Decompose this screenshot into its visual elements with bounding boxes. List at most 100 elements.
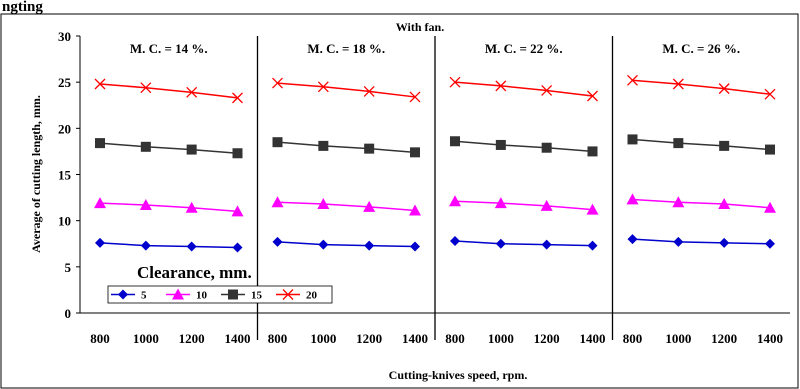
panel-1: M. C. = 14 %. 800 1000 1200 1400: [90, 41, 250, 346]
data-point-20: [764, 88, 776, 100]
y-tick-label: 25: [58, 75, 72, 90]
legend-marker-10: [172, 288, 184, 300]
data-point-15: [719, 140, 730, 151]
data-point-15: [587, 146, 598, 157]
legend-marker-20: [282, 289, 294, 300]
data-point-5: [186, 241, 197, 252]
data-point-10: [139, 198, 152, 210]
series-line-5: [277, 241, 416, 248]
y-tick-label: 10: [58, 214, 71, 229]
data-point-10: [672, 196, 685, 208]
series-line-5: [632, 238, 771, 245]
x-tick-label: 1200: [711, 331, 737, 346]
chart-frame: [0, 13, 799, 389]
data-point-10: [94, 197, 106, 209]
x-tick-label: 1400: [402, 331, 428, 346]
data-point-15: [410, 147, 420, 158]
data-point-15: [450, 136, 460, 147]
data-point-10: [540, 199, 553, 211]
series-line-10: [99, 202, 238, 213]
data-point-15: [364, 143, 375, 154]
data-point-10: [231, 205, 244, 217]
data-point-15: [627, 134, 638, 145]
data-point-15: [272, 137, 283, 148]
data-point-5: [673, 236, 684, 247]
legend-marker-15: [228, 289, 238, 300]
data-point-10: [363, 200, 376, 212]
x-tick-label: 800: [623, 331, 643, 346]
data-point-10: [317, 198, 330, 210]
data-point-20: [409, 91, 421, 103]
data-point-20: [495, 80, 507, 92]
data-point-15: [186, 144, 197, 155]
x-tick-label: 1000: [665, 331, 691, 346]
series-line-20: [277, 82, 416, 98]
legend: Clearance, mm. 5 10 15 20: [107, 263, 333, 304]
data-point-10: [409, 204, 421, 216]
data-point-5: [450, 235, 460, 246]
data-point-15: [673, 138, 684, 149]
x-tick-label: 1000: [488, 331, 514, 346]
x-tick-label: 800: [90, 331, 110, 346]
data-point-5: [719, 237, 730, 248]
panel-4: M. C. = 26 %. 800 1000 1200 1400: [623, 41, 783, 346]
data-point-5: [364, 240, 375, 251]
panel-label: M. C. = 26 %.: [662, 41, 740, 56]
y-tick-label: 20: [58, 121, 71, 136]
x-tick-label: 1000: [310, 331, 336, 346]
data-point-20: [272, 77, 283, 89]
panel-label: M. C. = 14 %.: [130, 41, 208, 56]
legend-marker-5: [118, 289, 128, 300]
series-line-20: [632, 79, 771, 95]
y-tick-label: 5: [65, 260, 72, 275]
data-point-15: [95, 138, 105, 149]
data-point-15: [318, 140, 329, 151]
data-point-10: [449, 195, 461, 207]
data-point-5: [140, 240, 151, 251]
data-point-20: [627, 74, 638, 86]
x-tick-label: 1200: [534, 331, 560, 346]
data-point-10: [764, 201, 776, 213]
data-point-5: [495, 238, 506, 249]
data-point-20: [94, 78, 106, 90]
data-point-10: [494, 197, 507, 209]
x-tick-label: 1200: [356, 331, 382, 346]
data-point-10: [271, 196, 284, 208]
legend-label-5: 5: [141, 290, 147, 302]
data-point-15: [495, 139, 506, 150]
data-point-5: [587, 240, 598, 251]
legend-label-20: 20: [306, 290, 318, 302]
y-axis-label: Average of cutting length, mm.: [29, 95, 43, 253]
data-point-10: [718, 198, 731, 210]
series-line-5: [99, 242, 238, 249]
data-point-20: [140, 82, 152, 94]
data-point-5: [95, 237, 105, 248]
data-point-15: [232, 148, 243, 159]
legend-label-15: 15: [251, 290, 263, 302]
data-point-10: [185, 201, 198, 213]
data-point-20: [232, 92, 243, 104]
data-point-5: [410, 241, 420, 252]
data-point-5: [272, 236, 283, 247]
legend-title: Clearance, mm.: [137, 263, 252, 282]
x-tick-label: 1000: [133, 331, 159, 346]
data-point-20: [672, 78, 684, 90]
x-tick-label: 800: [445, 331, 465, 346]
data-point-10: [586, 203, 599, 215]
panel-2: M. C. = 18 %. 800 1000 1200 1400: [268, 41, 428, 346]
series-line-10: [632, 198, 771, 209]
data-point-20: [186, 86, 198, 98]
series-line-15: [277, 141, 416, 154]
data-point-15: [541, 142, 552, 153]
cut-title: ngting: [2, 0, 43, 15]
x-tick-label: 1400: [757, 331, 783, 346]
data-point-10: [626, 193, 639, 205]
data-point-20: [449, 76, 461, 88]
data-point-20: [363, 85, 375, 97]
panel-label: M. C. = 22 %.: [485, 41, 563, 56]
data-point-20: [718, 83, 730, 95]
series-line-15: [454, 140, 593, 153]
x-tick-label: 1400: [580, 331, 606, 346]
